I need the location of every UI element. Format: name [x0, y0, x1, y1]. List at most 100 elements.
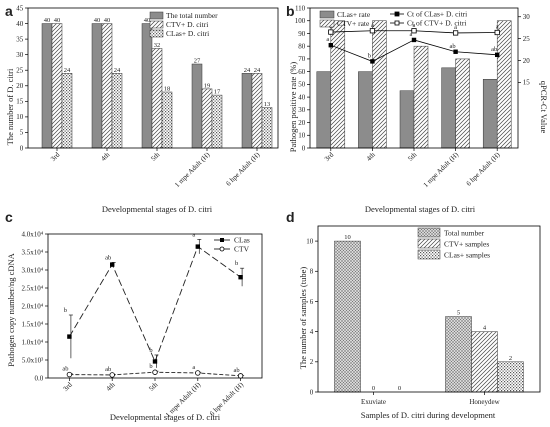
panel-c-ytick-label: 2.0x10⁴	[21, 302, 43, 310]
panel-b-sig-label: a	[413, 22, 416, 29]
panel-c-legend-label: CLas	[234, 236, 250, 245]
panel-b-legend-label: Ct of CTV+ D. citri	[407, 19, 466, 28]
panel-d-ytick-label: 4	[310, 328, 314, 336]
panel-a-frame	[27, 7, 279, 149]
panel-b-ct-point	[453, 49, 458, 54]
panel-c-ytick-label: 3.0x10⁴	[21, 266, 43, 274]
panel-a-ytick-label: 35	[16, 35, 24, 43]
panel-a-data-label: 40	[54, 17, 61, 24]
panel-d-bar	[445, 316, 472, 393]
panel-b-xtick-label: 6 hpe Adult (H)	[465, 150, 502, 187]
panel-a-bar	[91, 23, 103, 149]
panel-b-xtick-label: 3rd	[323, 150, 336, 163]
panel-a-bar	[111, 73, 123, 149]
panel-b-ytick-label: 20	[298, 119, 306, 127]
panel-b-sig-label: a	[326, 36, 329, 43]
panel-a-legend-label: The total number	[166, 11, 218, 20]
panel-d-legend-swatch	[417, 227, 441, 238]
panel-d-ytick-label: 8	[310, 268, 314, 276]
panel-c-ytick-label: 2.5x10⁴	[21, 284, 43, 292]
panel-c-xtick-label: 4th	[105, 380, 117, 392]
panel-c-point	[237, 373, 244, 379]
panel-c-ytick-label: 4.0x10⁴	[21, 230, 43, 238]
panel-c-sig-label: b	[149, 347, 152, 354]
panel-c-sig-label: ab	[105, 254, 111, 261]
panel-b: b abaababaaaaa 0102030405060708090100110…	[286, 3, 549, 214]
panel-a-legend-swatch	[149, 29, 164, 38]
panel-b-y2-ytick-label: 15	[523, 79, 531, 87]
panel-a-xtick-label: 5th	[149, 150, 161, 162]
panel-c-ytick-label: 1.0x10⁴	[21, 338, 43, 346]
panel-a-legend-swatch	[149, 20, 164, 29]
panel-a-bar	[261, 107, 273, 149]
panel-b-y2-ytick-label: 30	[523, 13, 531, 21]
panel-b-xlabel: Developmental stages of D. citri	[365, 204, 476, 214]
panel-d-ytick-label: 2	[310, 358, 314, 366]
panel-a-bar	[41, 23, 53, 149]
panel-d-legend-label: Total number	[444, 229, 485, 238]
panel-d-letter: d	[286, 209, 295, 225]
panel-c-sig-label: ab	[234, 367, 240, 374]
panel-a-ytick-label: 20	[16, 82, 24, 90]
panel-c-point	[195, 370, 201, 376]
panel-b-xtick-label: 1 mpe Adult (H)	[422, 150, 461, 189]
panel-d-xtick-label: Honeydew	[469, 398, 500, 406]
panel-c-point	[238, 275, 243, 280]
panel-a-xtick-label: 3rd	[49, 150, 62, 163]
panel-d-legend-label: CLas+ samples	[444, 251, 490, 260]
panel-a-ytick-label: 40	[16, 20, 24, 28]
panel-b-ct-point	[328, 29, 334, 35]
panel-c-point	[66, 371, 73, 378]
panel-c-ytick-label: 5.0x10³	[22, 356, 43, 364]
panel-b-legend-swatch	[319, 10, 335, 19]
panel-d-data-label: 4	[483, 325, 487, 332]
panel-d-data-label: 0	[372, 385, 375, 392]
panel-a-data-label: 17	[214, 89, 221, 96]
panel-c-sig-label: ab	[62, 366, 68, 373]
panel-b-sig-label: ab	[491, 46, 497, 53]
panel-d-bar	[471, 331, 498, 393]
panel-b-sig-label: b	[368, 52, 371, 59]
panel-a-bar	[201, 88, 213, 149]
panel-c-frame	[47, 233, 263, 379]
panel-c-point	[152, 369, 158, 375]
panel-c-legend-marker	[220, 238, 224, 242]
panel-b-ytick-label: 90	[298, 30, 306, 38]
panel-c-series-line	[69, 245, 241, 363]
panel-b-letter: b	[286, 3, 295, 19]
panel-b-ylabel: Pathogen positive rate (%)	[288, 62, 298, 153]
panel-c-ytick-label: 0.0	[34, 374, 43, 382]
panel-a-bar	[211, 94, 223, 149]
panel-b-ct-point	[494, 29, 500, 36]
panel-a-data-label: 24	[64, 67, 71, 74]
panel-b-sig-label: a	[410, 31, 413, 38]
panel-c-sig-label: b	[149, 363, 152, 370]
panel-c-point	[110, 262, 115, 267]
panel-b-ytick-label: 50	[298, 81, 306, 89]
panel-a-legend-label: CLas+ D. citri	[166, 29, 209, 38]
panel-a-ylabel: The number of D. citri	[5, 68, 15, 145]
panel-a-xtick-label: 6 hpe Adult (H)	[225, 150, 262, 187]
panel-a-data-label: 24	[114, 67, 121, 74]
panel-a-bar	[151, 48, 163, 149]
panel-d-bar	[334, 240, 361, 393]
panel-c: c 0.0 5.0x10³ 1.0x10⁴ 1.5x10⁴ 2.0x10⁴ 2.5x10⁴…	[5, 209, 263, 422]
panel-a-ytick-label: 10	[16, 113, 24, 121]
panel-b-legend-label: Ct of CLas+ D. citri	[407, 10, 467, 19]
panel-a-ytick-label: 0	[20, 144, 24, 152]
panel-b-bar	[496, 20, 512, 149]
panel-a-data-label: 19	[204, 82, 211, 89]
panel-b-ct-point	[411, 37, 417, 43]
panel-a-data-label: 24	[244, 67, 251, 74]
panel-a-bar	[61, 73, 73, 149]
panel-d-frame	[317, 225, 541, 393]
panel-b-ct-point	[328, 42, 333, 48]
panel-c-point	[195, 244, 200, 249]
panel-d-data-label: 5	[457, 310, 460, 317]
panel-c-sig-label: a	[192, 231, 195, 238]
panel-a-bar	[161, 91, 173, 149]
panel-b-bar	[399, 90, 415, 149]
panel-d-ytick-label: 10	[306, 237, 314, 245]
panel-b-sig-label: a	[496, 24, 499, 31]
